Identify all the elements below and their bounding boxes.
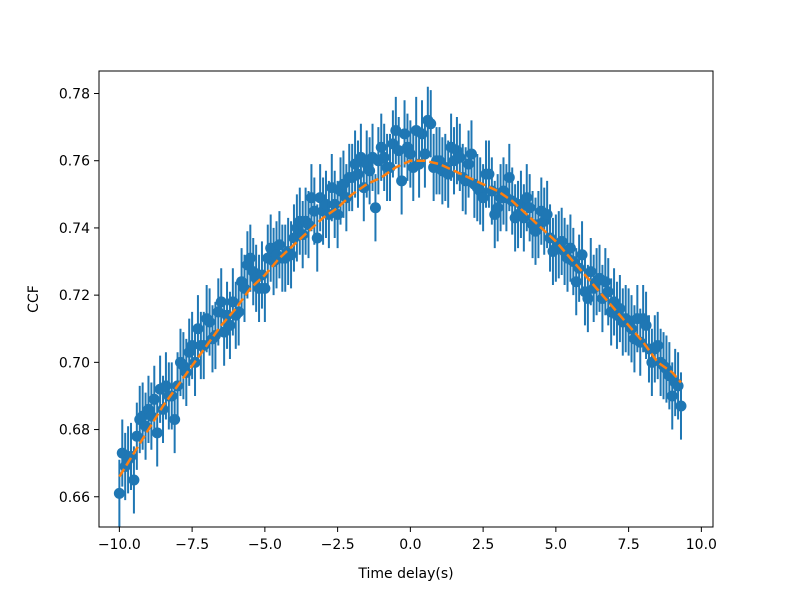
- data-marker: [369, 202, 381, 214]
- x-tick-label: −5.0: [248, 537, 282, 553]
- y-tick-label: 0.72: [59, 288, 90, 304]
- data-point: [425, 90, 437, 158]
- data-marker: [425, 118, 437, 130]
- y-tick-label: 0.70: [59, 355, 90, 371]
- data-marker: [675, 400, 687, 412]
- y-tick-label: 0.78: [59, 87, 90, 103]
- y-axis: 0.66 0.68 0.70 0.72 0.74 0.76 0.78: [59, 87, 99, 506]
- y-tick-label: 0.68: [59, 423, 90, 439]
- x-axis-label: Time delay(s): [357, 566, 453, 582]
- y-tick-label: 0.76: [59, 154, 90, 170]
- x-tick-label: −10.0: [98, 537, 141, 553]
- fit-line: [118, 159, 682, 478]
- x-tick-label: 10.0: [686, 537, 717, 553]
- data-point: [151, 399, 163, 467]
- x-tick-label: −2.5: [321, 537, 355, 553]
- x-tick-label: 5.0: [545, 537, 567, 553]
- x-tick-label: −7.5: [175, 537, 209, 553]
- y-axis-label: CCF: [26, 285, 42, 313]
- data-marker: [576, 249, 588, 261]
- data-points: [113, 86, 687, 527]
- x-axis: −10.0 −7.5 −5.0 −2.5 0.0 2.5 5.0 7.5 10.0: [98, 527, 717, 553]
- data-marker: [311, 232, 323, 244]
- data-point: [675, 372, 687, 440]
- data-point: [311, 204, 323, 272]
- fit-curve: [118, 159, 682, 478]
- data-point: [113, 459, 125, 527]
- data-marker: [151, 427, 163, 439]
- data-point: [576, 221, 588, 289]
- x-tick-label: 0.0: [399, 537, 421, 553]
- y-tick-label: 0.66: [59, 490, 90, 506]
- data-marker: [128, 474, 140, 486]
- axes-frame: [98, 70, 714, 528]
- data-point: [128, 446, 140, 514]
- x-tick-label: 7.5: [617, 537, 639, 553]
- data-point: [396, 147, 408, 215]
- data-marker: [113, 487, 125, 499]
- y-tick-label: 0.74: [59, 221, 90, 237]
- x-tick-label: 2.5: [472, 537, 494, 553]
- data-marker: [396, 175, 408, 187]
- data-point: [369, 174, 381, 242]
